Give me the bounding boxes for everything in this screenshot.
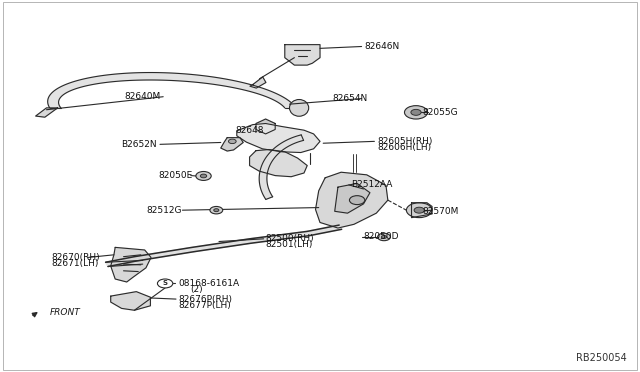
Text: (2): (2) xyxy=(191,285,204,294)
Text: 82670(RH): 82670(RH) xyxy=(51,253,100,262)
Circle shape xyxy=(381,235,387,238)
Polygon shape xyxy=(111,292,150,310)
Circle shape xyxy=(404,106,428,119)
Polygon shape xyxy=(335,183,370,213)
Circle shape xyxy=(157,279,173,288)
Polygon shape xyxy=(221,138,243,151)
Polygon shape xyxy=(412,203,432,218)
Polygon shape xyxy=(250,77,266,88)
Polygon shape xyxy=(111,247,151,282)
Text: 82050D: 82050D xyxy=(364,232,399,241)
Text: 82648: 82648 xyxy=(236,126,264,135)
Polygon shape xyxy=(316,172,388,228)
Text: 82055G: 82055G xyxy=(422,108,458,117)
Text: 82605H(RH): 82605H(RH) xyxy=(378,137,433,146)
Text: 82646N: 82646N xyxy=(365,42,400,51)
Polygon shape xyxy=(285,45,320,65)
Polygon shape xyxy=(237,124,320,153)
Circle shape xyxy=(414,207,424,213)
Circle shape xyxy=(406,203,432,218)
Text: 82671(LH): 82671(LH) xyxy=(51,259,99,268)
Text: RB250054: RB250054 xyxy=(577,353,627,363)
Text: 82500(RH): 82500(RH) xyxy=(266,234,314,243)
Polygon shape xyxy=(250,150,307,177)
Text: B2512AA: B2512AA xyxy=(351,180,392,189)
Circle shape xyxy=(214,209,219,212)
Text: 82501(LH): 82501(LH) xyxy=(266,240,313,249)
Text: S: S xyxy=(163,280,168,286)
Text: 82640M: 82640M xyxy=(125,92,161,101)
Circle shape xyxy=(411,109,421,115)
Text: 82606H(LH): 82606H(LH) xyxy=(378,143,432,152)
Polygon shape xyxy=(36,108,58,117)
Circle shape xyxy=(200,174,207,178)
Circle shape xyxy=(228,139,236,144)
Circle shape xyxy=(378,233,390,241)
Polygon shape xyxy=(106,225,342,266)
Text: B2652N: B2652N xyxy=(122,140,157,149)
Polygon shape xyxy=(48,73,296,108)
Text: 82512G: 82512G xyxy=(146,206,181,215)
Text: 82677P(LH): 82677P(LH) xyxy=(178,301,230,310)
Polygon shape xyxy=(259,135,303,199)
Circle shape xyxy=(210,206,223,214)
Polygon shape xyxy=(256,119,275,134)
Text: 08168-6161A: 08168-6161A xyxy=(178,279,239,288)
Text: FRONT: FRONT xyxy=(50,308,81,317)
Circle shape xyxy=(349,196,365,205)
Text: 82570M: 82570M xyxy=(422,207,459,216)
Text: 82654N: 82654N xyxy=(333,94,368,103)
Text: 82050E: 82050E xyxy=(159,171,193,180)
Ellipse shape xyxy=(289,99,308,116)
Text: 82676P(RH): 82676P(RH) xyxy=(178,295,232,304)
Circle shape xyxy=(196,171,211,180)
